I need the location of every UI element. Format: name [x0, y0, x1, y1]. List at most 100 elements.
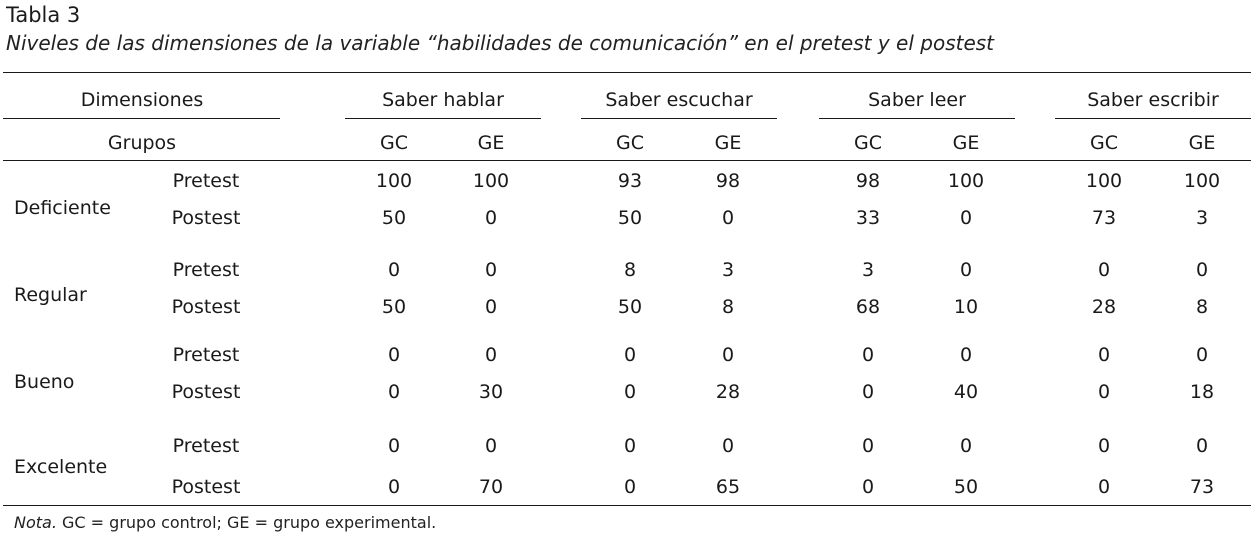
table-cell: 0 [959, 207, 973, 229]
table-cell: 18 [1189, 381, 1215, 403]
table-cell: 0 [1097, 476, 1111, 498]
table-cell: 73 [1091, 207, 1117, 229]
table-caption-label: Tabla 3 [6, 3, 81, 27]
group-header: GC [1090, 132, 1118, 154]
table-cell: 0 [623, 344, 637, 366]
table-cell: 0 [721, 435, 735, 457]
header-rule [3, 160, 1251, 161]
table-cell: 50 [617, 296, 643, 318]
table-cell: 0 [861, 381, 875, 403]
dimension-header: Saber escuchar [605, 89, 753, 111]
table-cell: 0 [721, 344, 735, 366]
table-cell: 8 [1195, 296, 1209, 318]
table-cell: 73 [1189, 476, 1215, 498]
table-cell: 0 [387, 259, 401, 281]
table-cell: 0 [1097, 259, 1111, 281]
table-cell: 0 [387, 435, 401, 457]
dimensions-rule [3, 118, 280, 119]
table-cell: 28 [715, 381, 741, 403]
group-header: GE [952, 132, 980, 154]
top-rule [3, 72, 1251, 73]
table-cell: 0 [1195, 435, 1209, 457]
phase-label: Pretest [172, 344, 240, 366]
dimension-rule-3 [819, 118, 1015, 119]
group-header: GC [854, 132, 882, 154]
table-cell: 10 [953, 296, 979, 318]
table-caption-title: Niveles de las dimensiones de la variabl… [6, 31, 995, 55]
level-label: Bueno [14, 371, 75, 393]
dimension-rule-1 [345, 118, 541, 119]
table-cell: 0 [959, 259, 973, 281]
dimension-header: Saber leer [868, 89, 966, 111]
dimension-rule-4 [1055, 118, 1251, 119]
table-cell: 0 [387, 476, 401, 498]
table-cell: 93 [617, 170, 643, 192]
groups-header: Grupos [107, 132, 177, 154]
table-cell: 50 [381, 296, 407, 318]
table-cell: 0 [484, 207, 498, 229]
table-cell: 0 [861, 344, 875, 366]
table-cell: 0 [1195, 344, 1209, 366]
table-cell: 100 [375, 170, 413, 192]
bottom-rule [3, 505, 1251, 506]
group-header: GE [714, 132, 742, 154]
table-cell: 0 [1097, 344, 1111, 366]
table-cell: 0 [387, 381, 401, 403]
table-cell: 0 [1195, 259, 1209, 281]
table-cell: 0 [484, 259, 498, 281]
note-label: Nota. [14, 513, 57, 532]
table-cell: 0 [484, 296, 498, 318]
dimension-header: Saber escribir [1087, 89, 1219, 111]
note-text: GC = grupo control; GE = grupo experimen… [56, 513, 437, 532]
table-cell: 0 [387, 344, 401, 366]
table-note: Nota. GC = grupo control; GE = grupo exp… [14, 512, 436, 534]
phase-label: Postest [171, 296, 241, 318]
dimension-header: Saber hablar [382, 89, 504, 111]
table-cell: 0 [484, 344, 498, 366]
table-cell: 8 [623, 259, 637, 281]
level-label: Deficiente [14, 197, 111, 219]
table-cell: 65 [715, 476, 741, 498]
table-cell: 100 [1183, 170, 1221, 192]
table-cell: 0 [721, 207, 735, 229]
phase-label: Postest [171, 207, 241, 229]
group-header: GE [477, 132, 505, 154]
table-cell: 98 [715, 170, 741, 192]
table-cell: 50 [617, 207, 643, 229]
dimension-rule-2 [581, 118, 777, 119]
table-cell: 0 [861, 435, 875, 457]
group-header: GC [380, 132, 408, 154]
table-cell: 0 [959, 435, 973, 457]
table-cell: 8 [721, 296, 735, 318]
table-cell: 100 [1085, 170, 1123, 192]
table-cell: 0 [623, 435, 637, 457]
table-cell: 3 [861, 259, 875, 281]
table-cell: 0 [623, 476, 637, 498]
phase-label: Postest [171, 381, 241, 403]
level-label: Regular [14, 284, 87, 306]
level-label: Excelente [14, 456, 108, 478]
group-header: GC [616, 132, 644, 154]
table-cell: 0 [1097, 435, 1111, 457]
table-cell: 50 [953, 476, 979, 498]
table-cell: 68 [855, 296, 881, 318]
table-cell: 50 [381, 207, 407, 229]
phase-label: Pretest [172, 170, 240, 192]
table-cell: 0 [484, 435, 498, 457]
table-cell: 28 [1091, 296, 1117, 318]
table-cell: 0 [861, 476, 875, 498]
table-cell: 0 [623, 381, 637, 403]
table-cell: 33 [855, 207, 881, 229]
table-cell: 40 [953, 381, 979, 403]
table-cell: 30 [478, 381, 504, 403]
table-cell: 3 [1195, 207, 1209, 229]
phase-label: Pretest [172, 435, 240, 457]
table-cell: 98 [855, 170, 881, 192]
dimensions-header: Dimensiones [80, 89, 204, 111]
table-cell: 100 [472, 170, 510, 192]
group-header: GE [1188, 132, 1216, 154]
table-cell: 0 [959, 344, 973, 366]
table-cell: 100 [947, 170, 985, 192]
phase-label: Pretest [172, 259, 240, 281]
table-cell: 0 [1097, 381, 1111, 403]
